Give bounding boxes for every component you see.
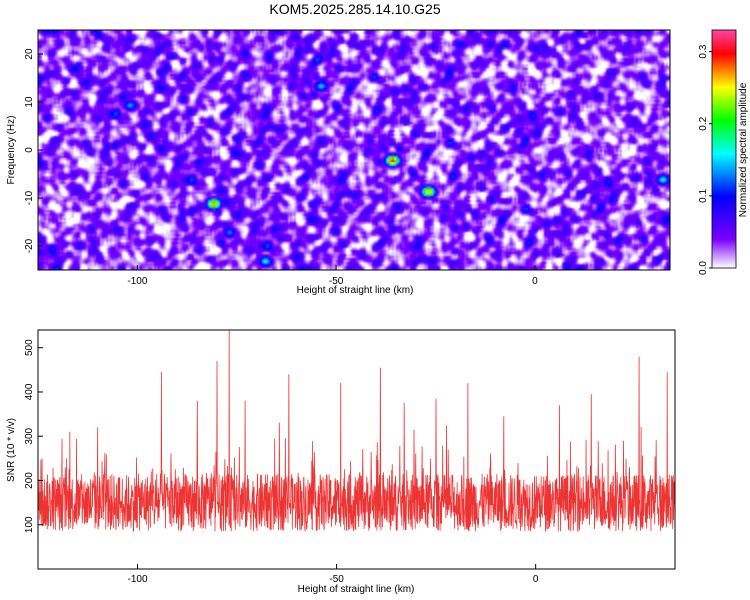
snr-y-tick-label: 400 [24,383,35,400]
snr-x-tick-label: -100 [128,574,148,585]
spectrogram-y-ticks: -20 -10 0 10 20 [24,48,43,253]
snr-y-tick-label: 200 [24,472,35,489]
snr-x-ticks: -100 -50 0 [128,564,539,585]
figure-title: KOM5.2025.285.14.10.G25 [269,1,440,17]
snr-line [38,330,675,532]
spectrogram-heatmap [38,30,670,270]
spectrogram-x-axis-label: Height of straight line (km) [297,285,414,296]
snr-y-tick-label: 500 [24,339,35,356]
spectrogram-y-tick-label: 20 [24,48,35,60]
colorbar-tick-label: 0.3 [698,44,709,58]
spectrogram-x-tick-label: -100 [127,276,147,287]
colorbar-ticks: 0.0 0.1 0.2 0.3 [698,44,712,275]
snr-panel: -100 -50 0 100 200 300 400 500 Height of strai… [6,329,676,595]
spectrogram-y-axis-label: Frequency (Hz) [6,116,17,185]
spectrogram-x-ticks: -100 -50 0 [127,265,538,287]
snr-y-tick-label: 300 [24,427,35,444]
colorbar-tick-label: 0.2 [698,116,709,130]
snr-x-tick-label: -50 [329,574,344,585]
snr-y-tick-label: 100 [24,516,35,533]
spectrogram-y-tick-label: -20 [24,238,35,253]
snr-x-tick-label: 0 [533,574,539,585]
spectrogram-y-tick-label: -10 [24,190,35,205]
spectrogram-y-tick-label: 10 [24,96,35,108]
colorbar-tick-label: 0.0 [698,261,709,275]
snr-y-axis-label: SNR (10 * v/v) [6,418,17,482]
spectrogram-y-tick-label: 0 [24,147,35,153]
snr-x-axis-label: Height of straight line (km) [298,584,415,595]
colorbar: 0.0 0.1 0.2 0.3 Normalized spectral amplitu… [698,29,749,275]
colorbar-gradient [711,29,737,269]
colorbar-label: Normalized spectral amplitude [738,82,749,217]
spectrogram-x-tick-label: -50 [329,276,344,287]
snr-frame [37,329,676,570]
snr-y-ticks: 100 200 300 400 500 [24,339,43,533]
spectrogram-x-tick-label: 0 [532,276,538,287]
spectrogram-image [38,30,670,270]
colorbar-tick-label: 0.1 [698,188,709,202]
